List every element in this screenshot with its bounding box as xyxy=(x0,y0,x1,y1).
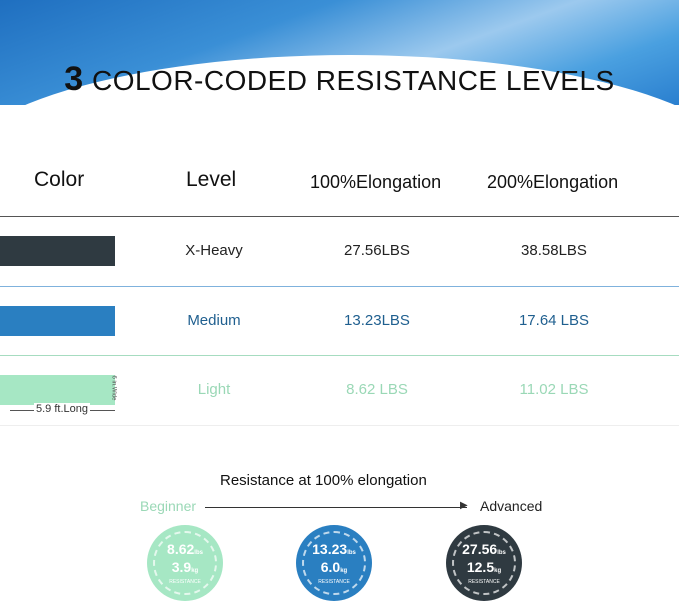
level-cell: X-Heavy xyxy=(185,242,243,259)
e200-cell: 17.64 LBS xyxy=(518,312,590,329)
divider xyxy=(0,286,679,287)
e200-cell: 11.02 LBS xyxy=(519,381,589,398)
kg-unit: kg xyxy=(494,568,502,574)
ring xyxy=(153,531,217,595)
length-label: 5.9 ft.Long xyxy=(34,403,90,415)
kg-unit: kg xyxy=(191,568,199,574)
kg-value: 6.0 xyxy=(320,559,341,575)
lbs-value: 27.56 xyxy=(462,541,498,557)
e100-cell: 8.62 LBS xyxy=(346,381,408,398)
lbs-unit: lbs xyxy=(347,550,356,556)
lbs-value: 13.23 xyxy=(312,541,348,557)
header-100: 100%Elongation xyxy=(310,172,442,192)
divider xyxy=(0,355,679,356)
scale-arrow xyxy=(205,507,467,508)
lbs-unit: lbs xyxy=(194,550,203,556)
kg-unit: kg xyxy=(340,568,348,574)
resistance-badge: 8.62lbs 3.9kg RESISTANCE xyxy=(147,525,223,601)
lbs-value: 8.62 xyxy=(167,541,195,557)
header-level: Level xyxy=(186,168,237,191)
badge-label: RESISTANCE xyxy=(318,579,350,585)
kg-value: 12.5 xyxy=(466,559,495,575)
ring xyxy=(302,531,366,595)
e100-cell: 13.23LBS xyxy=(344,312,410,329)
arrow-head-icon: ▶ xyxy=(460,500,468,511)
scale-start: Beginner xyxy=(140,498,197,514)
level-cell: Medium xyxy=(187,312,241,329)
e100-cell: 27.56LBS xyxy=(344,242,410,259)
header-banner xyxy=(0,0,679,175)
divider xyxy=(0,216,679,217)
level-cell: Light xyxy=(197,381,231,398)
color-swatch xyxy=(0,236,115,266)
color-swatch xyxy=(0,306,115,336)
resistance-badge: 13.23lbs 6.0kg RESISTANCE xyxy=(296,525,372,601)
badge-label: RESISTANCE xyxy=(169,579,201,585)
header-color: Color xyxy=(34,168,85,191)
badge-label: RESISTANCE xyxy=(468,579,500,585)
color-swatch xyxy=(0,375,115,405)
width-label: 6 in.Wide xyxy=(110,375,117,401)
resistance-badge: 27.56lbs 12.5kg RESISTANCE xyxy=(446,525,522,601)
divider xyxy=(0,425,679,426)
lbs-unit: lbs xyxy=(497,550,506,556)
header-200: 200%Elongation xyxy=(487,172,619,192)
page-title: 3 COLOR-CODED RESISTANCE LEVELS xyxy=(64,60,615,98)
scale-title: Resistance at 100% elongation xyxy=(220,472,427,489)
ring xyxy=(452,531,516,595)
kg-value: 3.9 xyxy=(171,559,192,575)
e200-cell: 38.58LBS xyxy=(521,242,587,259)
scale-end: Advanced xyxy=(480,498,543,514)
